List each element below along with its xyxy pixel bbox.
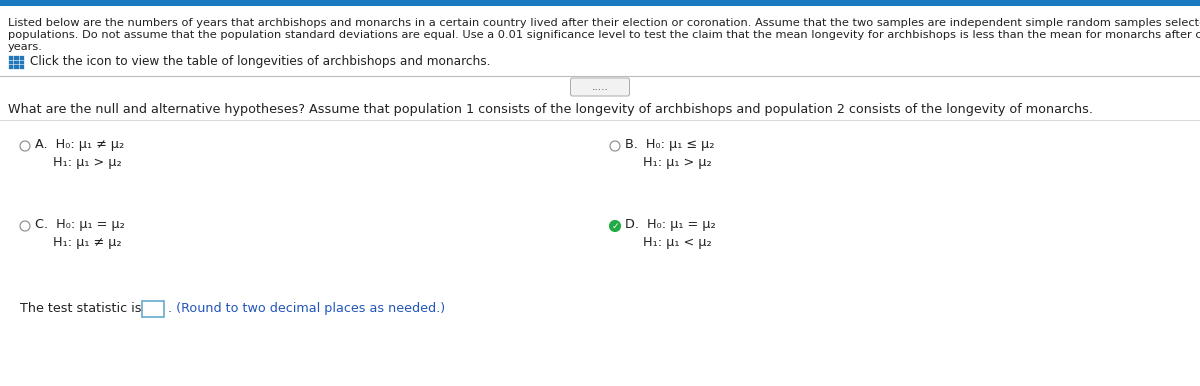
Circle shape	[610, 220, 620, 232]
Text: H₁: μ₁ ≠ μ₂: H₁: μ₁ ≠ μ₂	[53, 236, 121, 249]
FancyBboxPatch shape	[0, 0, 1200, 6]
Text: The test statistic is: The test statistic is	[20, 302, 145, 315]
FancyBboxPatch shape	[8, 55, 24, 69]
FancyBboxPatch shape	[570, 78, 630, 96]
Text: H₁: μ₁ > μ₂: H₁: μ₁ > μ₂	[643, 156, 712, 169]
Text: years.: years.	[8, 42, 43, 52]
Text: .....: .....	[592, 82, 608, 92]
Text: D.  H₀: μ₁ = μ₂: D. H₀: μ₁ = μ₂	[625, 218, 715, 231]
Text: Listed below are the numbers of years that archbishops and monarchs in a certain: Listed below are the numbers of years th…	[8, 18, 1200, 28]
Text: . (Round to two decimal places as needed.): . (Round to two decimal places as needed…	[168, 302, 445, 315]
Text: H₁: μ₁ < μ₂: H₁: μ₁ < μ₂	[643, 236, 712, 249]
Text: What are the null and alternative hypotheses? Assume that population 1 consists : What are the null and alternative hypoth…	[8, 103, 1093, 116]
FancyBboxPatch shape	[142, 301, 164, 317]
Text: H₁: μ₁ > μ₂: H₁: μ₁ > μ₂	[53, 156, 121, 169]
Text: C.  H₀: μ₁ = μ₂: C. H₀: μ₁ = μ₂	[35, 218, 125, 231]
Text: populations. Do not assume that the population standard deviations are equal. Us: populations. Do not assume that the popu…	[8, 30, 1200, 40]
Text: A.  H₀: μ₁ ≠ μ₂: A. H₀: μ₁ ≠ μ₂	[35, 138, 125, 151]
Text: Click the icon to view the table of longevities of archbishops and monarchs.: Click the icon to view the table of long…	[30, 56, 491, 68]
Text: B.  H₀: μ₁ ≤ μ₂: B. H₀: μ₁ ≤ μ₂	[625, 138, 714, 151]
Text: ✓: ✓	[611, 222, 619, 230]
